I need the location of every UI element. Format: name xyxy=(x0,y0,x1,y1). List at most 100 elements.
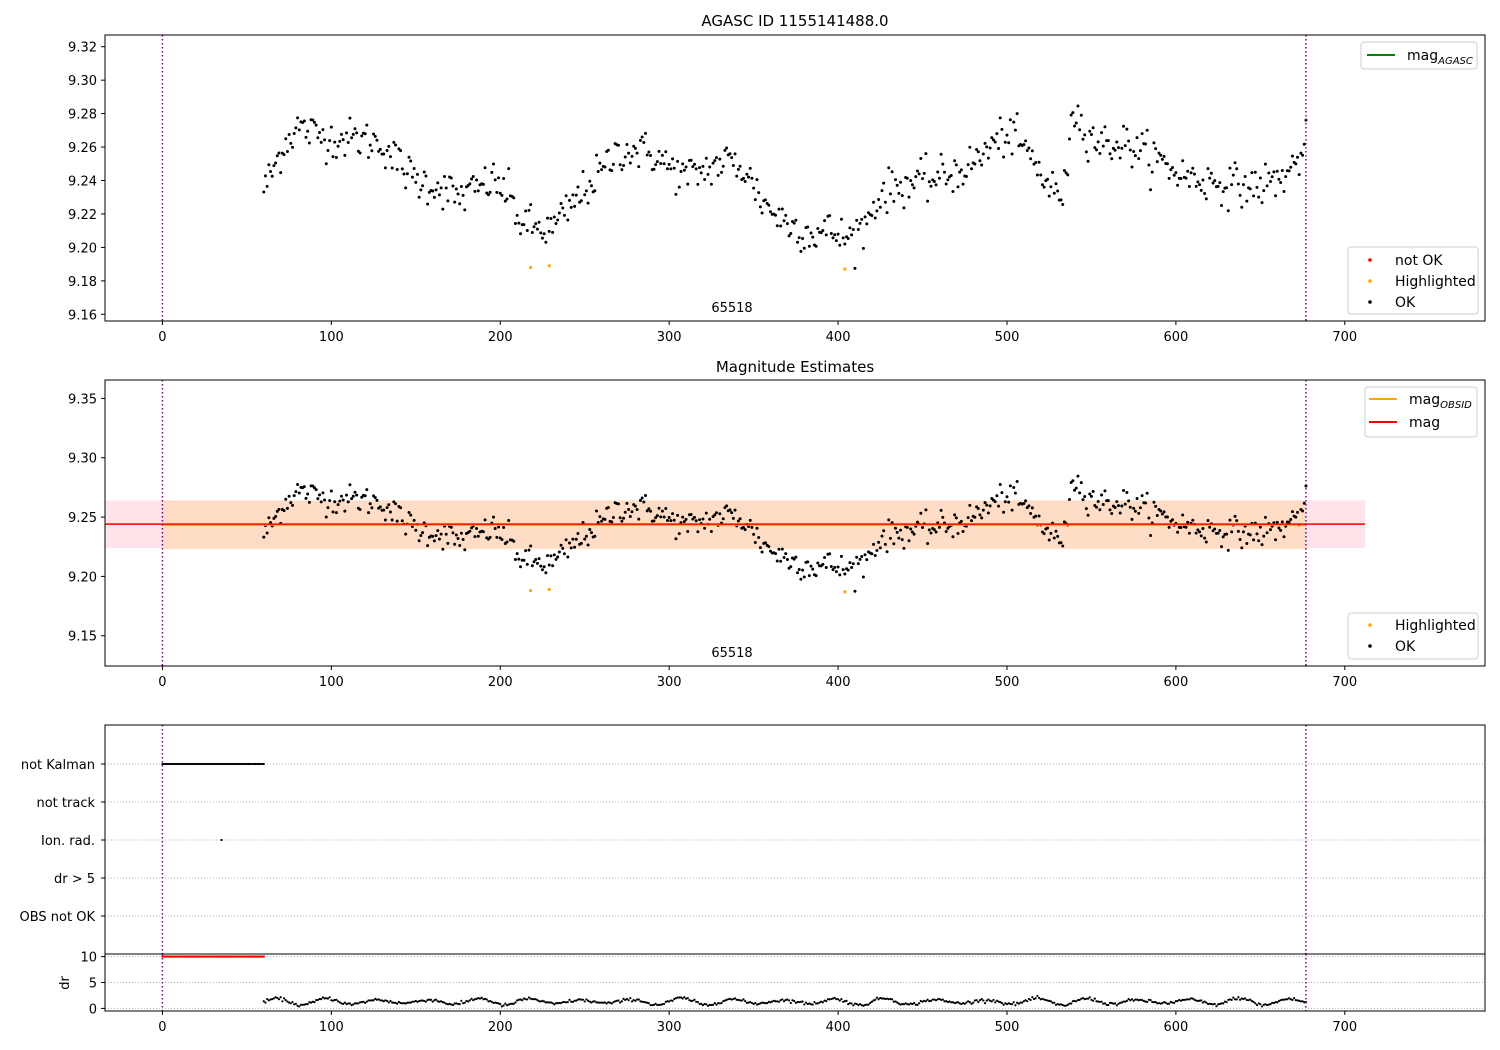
dr-point xyxy=(1081,997,1085,1000)
ok-point xyxy=(1123,144,1127,148)
dr-point xyxy=(301,1003,304,1006)
ok-point xyxy=(1088,492,1092,496)
ok-point xyxy=(1030,506,1034,510)
ok-point xyxy=(801,237,805,241)
ok-point xyxy=(444,186,448,190)
dr-point xyxy=(786,998,789,1001)
dr-point xyxy=(1178,998,1181,1002)
ok-point xyxy=(902,206,906,210)
dr-point xyxy=(987,998,990,1001)
dr-point xyxy=(882,997,885,1000)
ok-point xyxy=(1267,171,1271,175)
dr-point xyxy=(1070,1002,1073,1005)
ok-point xyxy=(775,224,779,228)
ok-point xyxy=(1152,500,1156,504)
dr-point xyxy=(1266,1003,1269,1007)
ok-point xyxy=(1120,504,1124,508)
ok-point xyxy=(1279,180,1283,184)
ok-point xyxy=(481,182,485,186)
dr-point xyxy=(1102,1002,1105,1005)
legend-point-swatch xyxy=(1368,623,1372,627)
ok-point xyxy=(388,510,392,514)
ok-point xyxy=(757,536,761,540)
dr-point xyxy=(1034,997,1037,1000)
ok-point xyxy=(682,520,686,524)
ok-point xyxy=(559,543,563,547)
ok-point xyxy=(684,517,688,521)
dr-point xyxy=(668,1000,671,1003)
dr-point xyxy=(514,1001,517,1004)
dr-point xyxy=(997,1000,1000,1003)
x-tick-label: 700 xyxy=(1332,1020,1357,1035)
dr-point xyxy=(799,1000,803,1003)
ok-point xyxy=(595,509,599,513)
ok-point xyxy=(569,205,573,209)
ok-point xyxy=(610,520,614,524)
dr-point xyxy=(735,998,738,1001)
ok-point xyxy=(355,131,359,135)
dr-point xyxy=(941,998,944,1001)
dr-point xyxy=(1162,1001,1166,1004)
ok-point xyxy=(872,542,876,546)
ok-point xyxy=(1167,176,1171,180)
ok-point xyxy=(929,184,933,188)
ok-point xyxy=(1118,156,1122,160)
dr-point xyxy=(284,999,287,1002)
dr-point xyxy=(1274,1001,1277,1004)
x-tick-label: 700 xyxy=(1332,330,1357,345)
ok-point xyxy=(706,172,710,176)
ok-point xyxy=(328,139,332,143)
ok-point xyxy=(1167,525,1171,529)
ok-point xyxy=(860,555,864,559)
ok-point xyxy=(294,126,298,130)
dr-point xyxy=(308,1001,311,1004)
ok-point xyxy=(733,508,737,512)
ok-point xyxy=(1270,175,1274,179)
dr-point xyxy=(808,1002,811,1005)
dr-point xyxy=(745,1001,748,1004)
dr-capped-point xyxy=(210,955,213,958)
flag-point xyxy=(169,762,172,766)
ok-point xyxy=(294,490,298,494)
ok-point xyxy=(986,511,990,515)
dr-point xyxy=(1058,1003,1061,1006)
dr-capped-point xyxy=(164,955,168,958)
ok-point xyxy=(530,230,534,234)
ok-point xyxy=(1172,173,1176,177)
y-tick-label: 9.15 xyxy=(68,630,97,645)
ok-point xyxy=(1103,125,1107,129)
dr-point xyxy=(1054,1003,1058,1006)
ok-point xyxy=(899,180,903,184)
ok-point xyxy=(1137,157,1141,161)
dr-point xyxy=(615,999,618,1002)
ok-point xyxy=(1189,171,1193,175)
dr-point xyxy=(1075,1000,1078,1003)
ok-point xyxy=(1089,133,1093,137)
ok-point xyxy=(341,138,345,142)
ok-point xyxy=(1208,525,1212,529)
ok-point xyxy=(797,567,801,571)
dr-point xyxy=(1228,998,1232,1001)
flag-point xyxy=(222,762,225,766)
ok-point xyxy=(894,526,898,530)
flag-point xyxy=(255,762,259,766)
ok-point xyxy=(679,521,683,525)
ok-point xyxy=(741,525,745,529)
dr-point xyxy=(691,999,694,1002)
flag-point xyxy=(212,762,215,766)
ok-point xyxy=(279,171,283,175)
ok-point xyxy=(694,519,698,523)
ok-point xyxy=(475,527,479,531)
ok-point xyxy=(823,555,827,559)
dr-point xyxy=(995,999,998,1002)
ok-point xyxy=(662,162,666,166)
ok-point xyxy=(375,138,379,142)
ok-point xyxy=(625,501,629,505)
dr-point xyxy=(1282,998,1286,1001)
dr-point xyxy=(1250,999,1254,1003)
ok-point xyxy=(395,168,399,172)
ok-point xyxy=(806,225,810,229)
ok-point xyxy=(885,550,889,554)
ok-point xyxy=(358,151,362,155)
